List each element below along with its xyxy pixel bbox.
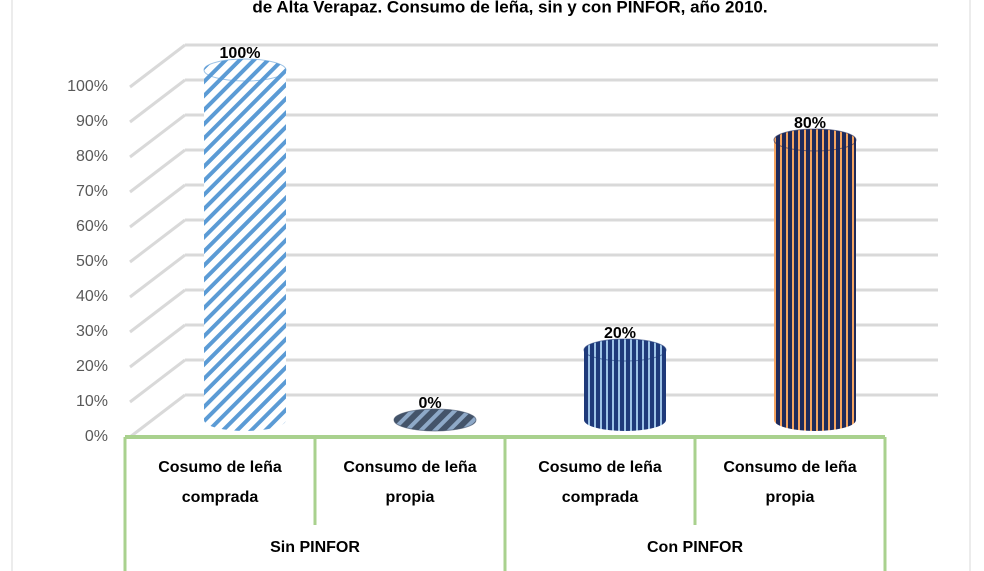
grid-line: [129, 393, 186, 439]
y-tick-label: 40%: [76, 288, 108, 305]
x-tick-label: Consumo de leña propia: [723, 459, 856, 506]
grid-line: [129, 218, 186, 264]
y-tick-label: 90%: [76, 113, 108, 130]
grid-line: [129, 253, 186, 299]
data-label: 80%: [794, 115, 826, 132]
data-label: 100%: [220, 45, 261, 62]
y-tick-label: 20%: [76, 358, 108, 375]
chart-frame: [11, 0, 971, 571]
bar: [583, 338, 667, 431]
y-tick-label: 80%: [76, 148, 108, 165]
y-tick-label: 60%: [76, 218, 108, 235]
data-label: 0%: [418, 395, 441, 412]
y-tick-label: 0%: [85, 428, 108, 445]
data-label: 20%: [604, 325, 636, 342]
group-label: Sin PINFOR: [270, 539, 360, 556]
bar: [203, 58, 287, 431]
bar: [393, 408, 477, 432]
bar: [773, 128, 857, 431]
x-tick-label: Consumo de leña propia: [343, 459, 476, 506]
x-tick-label: Cosumo de leña comprada: [538, 459, 662, 506]
y-tick-label: 30%: [76, 323, 108, 340]
x-tick-label: Cosumo de leña comprada: [158, 459, 282, 506]
grid-line: [129, 288, 186, 334]
chart-title: de Alta Verapaz. Consumo de leña, sin y …: [252, 0, 767, 16]
y-tick-label: 50%: [76, 253, 108, 270]
y-tick-label: 100%: [67, 78, 108, 95]
y-tick-label: 10%: [76, 393, 108, 410]
grid-line: [129, 113, 186, 159]
grid-line: [129, 358, 186, 404]
grid-line: [129, 183, 186, 229]
grid-line: [129, 148, 186, 194]
grid-line: [129, 323, 186, 369]
group-label: Con PINFOR: [647, 539, 743, 556]
grid-line: [129, 78, 186, 124]
grid-line: [129, 43, 186, 89]
y-tick-label: 70%: [76, 183, 108, 200]
